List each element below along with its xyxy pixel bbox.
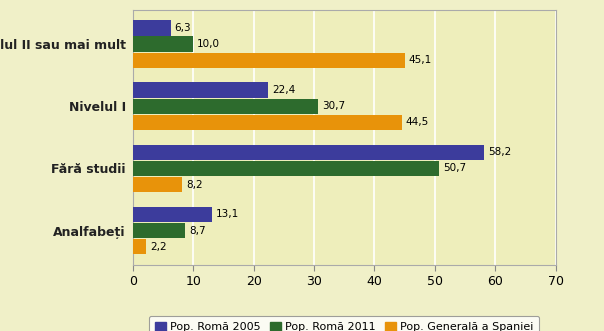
Text: 2,2: 2,2 (150, 242, 167, 252)
Bar (133, 36, 193, 52)
Bar (133, 161, 439, 176)
Text: 22,4: 22,4 (272, 85, 295, 95)
Bar (133, 20, 171, 36)
Text: 44,5: 44,5 (405, 118, 428, 127)
Text: 8,7: 8,7 (189, 226, 206, 236)
Text: 30,7: 30,7 (322, 101, 345, 111)
Legend: Pop. Romă 2005, Pop. Romă 2011, Pop. Generală a Spaniei: Pop. Romă 2005, Pop. Romă 2011, Pop. Gen… (149, 316, 539, 331)
Bar (133, 145, 484, 160)
Bar (133, 53, 405, 68)
Text: 45,1: 45,1 (409, 55, 432, 65)
Bar (133, 223, 185, 238)
Text: 50,7: 50,7 (443, 164, 466, 173)
Bar (133, 177, 182, 192)
Text: 6,3: 6,3 (175, 23, 191, 33)
Bar (133, 82, 268, 98)
Bar (133, 207, 212, 222)
Text: 13,1: 13,1 (216, 210, 239, 219)
Text: 8,2: 8,2 (186, 180, 203, 190)
Bar (133, 99, 318, 114)
Text: 10,0: 10,0 (197, 39, 220, 49)
Bar (133, 115, 402, 130)
Bar (133, 239, 146, 255)
Text: 58,2: 58,2 (488, 147, 511, 157)
